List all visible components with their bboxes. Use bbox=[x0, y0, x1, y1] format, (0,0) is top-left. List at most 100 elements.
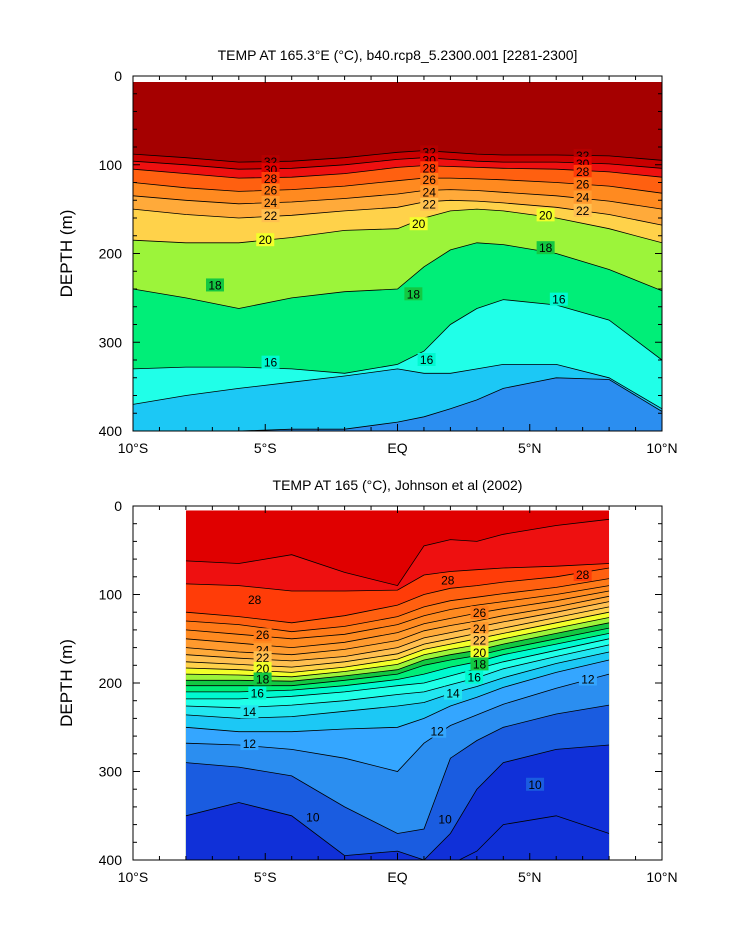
contour-label: 26 bbox=[473, 606, 487, 620]
contour-label: 28 bbox=[576, 165, 590, 179]
contour-label-bg bbox=[470, 645, 489, 659]
contour-label: 26 bbox=[264, 183, 278, 197]
y-tick-label: 0 bbox=[114, 68, 122, 84]
contour-label-bg bbox=[573, 203, 592, 217]
contour-label: 26 bbox=[256, 628, 270, 642]
x-tick-label: 10°N bbox=[646, 869, 677, 885]
y-tick-label: 100 bbox=[99, 587, 123, 603]
contour-label: 18 bbox=[473, 657, 487, 671]
contour-label-bg bbox=[253, 651, 272, 665]
isotherm-15 bbox=[185, 644, 610, 709]
isotherm-13 bbox=[185, 659, 610, 733]
contour-label-bg bbox=[261, 195, 280, 209]
y-tick-label: 200 bbox=[99, 246, 123, 262]
y-tick-label: 300 bbox=[99, 764, 123, 780]
contour-label: 22 bbox=[256, 651, 270, 665]
x-tick-label: 5°S bbox=[254, 869, 277, 885]
x-tick-label: 10°S bbox=[118, 869, 149, 885]
contour-label: 26 bbox=[423, 173, 437, 187]
isotherm-26 bbox=[185, 585, 610, 640]
contour-label-bg bbox=[470, 633, 489, 647]
contour-label-bg bbox=[428, 724, 447, 738]
contour-label-bg bbox=[261, 171, 280, 185]
contour-label: 12 bbox=[581, 672, 595, 686]
isotherm-20 bbox=[185, 617, 610, 678]
contour-label: 10 bbox=[306, 811, 320, 825]
contour-label: 22 bbox=[423, 198, 437, 212]
isotherm-21 bbox=[185, 611, 610, 673]
contour-label-bg bbox=[444, 686, 463, 700]
contour-label-bg bbox=[303, 810, 322, 824]
isotherm-23 bbox=[185, 601, 610, 662]
contour-label-bg bbox=[417, 353, 436, 366]
y-axis-label: DEPTH (m) bbox=[57, 210, 76, 298]
contour-label-bg bbox=[420, 172, 439, 186]
x-tick-label: 10°N bbox=[646, 440, 677, 456]
x-tick-label: 5°N bbox=[518, 440, 542, 456]
contour-label: 22 bbox=[576, 204, 590, 218]
contour-label-bg bbox=[536, 241, 555, 255]
contour-label: 10 bbox=[528, 778, 542, 792]
isotherm-14 bbox=[133, 364, 662, 410]
isotherm-28 bbox=[185, 567, 610, 624]
contour-label-bg bbox=[205, 278, 224, 292]
contour-label: 24 bbox=[423, 185, 437, 199]
contour-label-bg bbox=[404, 287, 423, 301]
contour-label: 14 bbox=[446, 687, 460, 701]
contour-label-bg bbox=[573, 568, 592, 582]
contour-label: 18 bbox=[539, 241, 553, 255]
isotherm-11 bbox=[185, 704, 610, 834]
y-tick-label: 200 bbox=[99, 675, 123, 691]
contour-label-bg bbox=[549, 292, 568, 306]
chart-title: TEMP AT 165.3°E (°C), b40.rcp8_5.2300.00… bbox=[218, 47, 578, 63]
isotherm-17 bbox=[185, 633, 610, 693]
contour-label: 24 bbox=[576, 191, 590, 205]
x-tick-label: 5°N bbox=[518, 869, 542, 885]
fill-band-12 bbox=[238, 377, 662, 431]
contour-label: 16 bbox=[264, 356, 278, 370]
contour-label: 28 bbox=[441, 573, 455, 587]
isotherm-24 bbox=[185, 595, 610, 656]
contour-label-bg bbox=[253, 661, 272, 675]
contour-label: 12 bbox=[243, 737, 257, 751]
contour-label-bg bbox=[245, 592, 264, 606]
contour-label: 16 bbox=[251, 687, 265, 701]
contour-label-bg bbox=[256, 233, 275, 247]
x-tick-label: EQ bbox=[387, 440, 407, 456]
contour-label-bg bbox=[420, 161, 439, 175]
isotherm-18 bbox=[133, 242, 662, 309]
contour-label: 16 bbox=[552, 293, 566, 307]
contour-label: 28 bbox=[423, 161, 437, 175]
contour-label: 12 bbox=[430, 725, 444, 739]
contour-label: 18 bbox=[208, 278, 222, 292]
contour-label: 18 bbox=[407, 287, 421, 301]
x-tick-label: EQ bbox=[387, 869, 407, 885]
contour-label: 10 bbox=[438, 812, 452, 826]
x-tick-label: 10°S bbox=[118, 440, 149, 456]
contour-label: 26 bbox=[576, 177, 590, 191]
x-tick-label: 5°S bbox=[254, 440, 277, 456]
fill-band-9 bbox=[459, 815, 610, 860]
contour-label: 22 bbox=[264, 209, 278, 223]
y-tick-label: 100 bbox=[99, 157, 123, 173]
contour-label: 28 bbox=[264, 172, 278, 186]
contour-label-bg bbox=[409, 217, 428, 231]
contour-label: 28 bbox=[248, 593, 262, 607]
contour-label-bg bbox=[470, 622, 489, 636]
y-tick-label: 400 bbox=[99, 852, 123, 868]
isotherm-12 bbox=[185, 673, 610, 772]
y-tick-label: 400 bbox=[99, 423, 123, 439]
contour-label-bg bbox=[578, 672, 597, 686]
isotherm-27 bbox=[185, 578, 610, 633]
contour-label: 18 bbox=[256, 672, 270, 686]
contour-label-bg bbox=[261, 355, 280, 369]
isotherm-14 bbox=[185, 651, 610, 719]
contour-label-bg bbox=[526, 777, 545, 791]
contour-label-bg bbox=[438, 573, 457, 587]
contour-label: 16 bbox=[420, 353, 434, 367]
isotherm-25 bbox=[185, 590, 610, 649]
contour-label-bg bbox=[253, 672, 272, 686]
contour-label-bg bbox=[470, 606, 489, 620]
